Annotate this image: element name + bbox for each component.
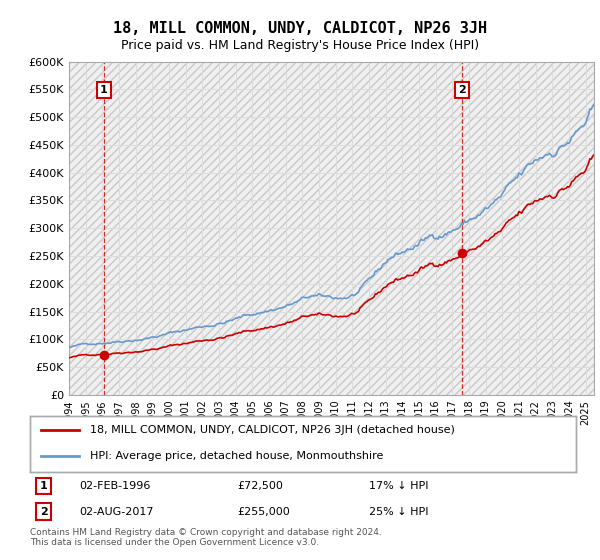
Text: 1: 1 xyxy=(40,481,47,491)
Text: 25% ↓ HPI: 25% ↓ HPI xyxy=(368,507,428,517)
Text: 02-AUG-2017: 02-AUG-2017 xyxy=(79,507,154,517)
Text: HPI: Average price, detached house, Monmouthshire: HPI: Average price, detached house, Monm… xyxy=(90,451,383,461)
Text: £72,500: £72,500 xyxy=(238,481,283,491)
Text: 18, MILL COMMON, UNDY, CALDICOT, NP26 3JH (detached house): 18, MILL COMMON, UNDY, CALDICOT, NP26 3J… xyxy=(90,424,455,435)
Text: 2: 2 xyxy=(458,85,466,95)
Text: Price paid vs. HM Land Registry's House Price Index (HPI): Price paid vs. HM Land Registry's House … xyxy=(121,39,479,52)
Text: 02-FEB-1996: 02-FEB-1996 xyxy=(79,481,151,491)
Text: 17% ↓ HPI: 17% ↓ HPI xyxy=(368,481,428,491)
Text: 18, MILL COMMON, UNDY, CALDICOT, NP26 3JH: 18, MILL COMMON, UNDY, CALDICOT, NP26 3J… xyxy=(113,21,487,36)
Text: 2: 2 xyxy=(40,507,47,517)
Text: £255,000: £255,000 xyxy=(238,507,290,517)
Text: 1: 1 xyxy=(100,85,107,95)
Text: Contains HM Land Registry data © Crown copyright and database right 2024.
This d: Contains HM Land Registry data © Crown c… xyxy=(30,528,382,547)
